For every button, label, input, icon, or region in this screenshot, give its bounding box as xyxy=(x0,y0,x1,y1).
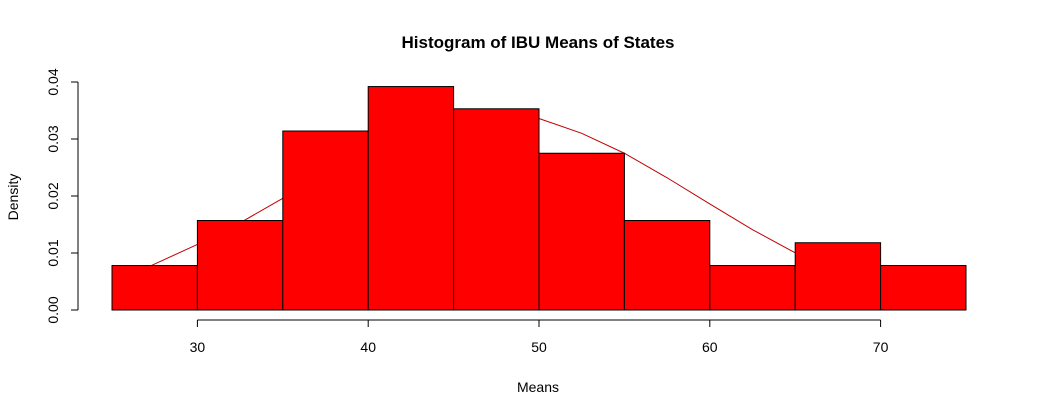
x-tick-label: 50 xyxy=(531,339,547,355)
y-tick-label: 0.03 xyxy=(45,125,61,152)
x-axis-label: Means xyxy=(517,379,559,395)
x-tick-label: 60 xyxy=(702,339,718,355)
histogram-bar-1 xyxy=(111,265,198,311)
chart-title: Histogram of IBU Means of States xyxy=(402,33,675,52)
histogram-bar-2 xyxy=(196,220,284,311)
histogram-bar-4 xyxy=(367,86,455,311)
y-axis: 0.00 0.01 0.02 0.03 0.04 xyxy=(45,68,79,324)
histogram-bar-7 xyxy=(623,220,711,311)
x-axis: 30 40 50 60 70 xyxy=(190,319,889,355)
histogram-bar-3 xyxy=(282,130,369,311)
histogram-bar-9 xyxy=(794,242,882,311)
histogram-bar-8 xyxy=(709,265,796,311)
histogram-bar-6 xyxy=(538,152,625,311)
x-tick-label: 40 xyxy=(360,339,376,355)
y-tick-label: 0.02 xyxy=(45,182,61,209)
y-tick-label: 0.00 xyxy=(45,296,61,323)
histogram-bars xyxy=(111,86,967,311)
y-tick-label: 0.04 xyxy=(45,68,61,95)
x-tick-label: 70 xyxy=(873,339,889,355)
histogram-bar-5 xyxy=(453,108,540,311)
y-tick-label: 0.01 xyxy=(45,239,61,266)
y-axis-label: Density xyxy=(5,174,21,221)
histogram-bar-10 xyxy=(880,265,967,311)
x-tick-label: 30 xyxy=(190,339,206,355)
